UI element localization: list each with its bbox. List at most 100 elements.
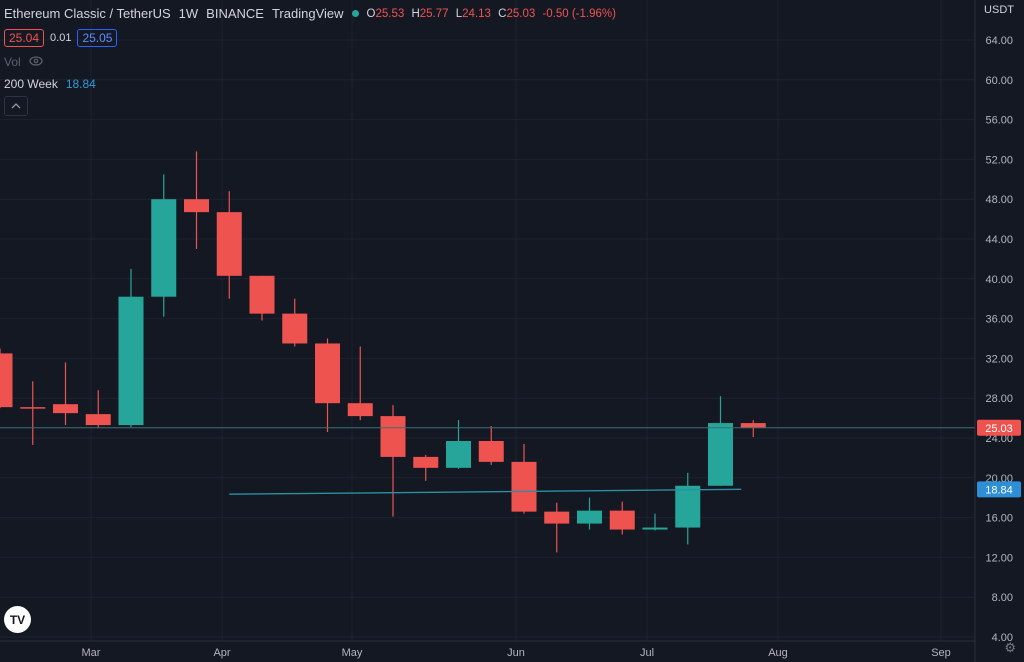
price-tick-label: 56.00 [985, 115, 1013, 127]
time-tick-label: May [342, 647, 363, 659]
price-tick-label: 24.00 [985, 433, 1013, 445]
time-tick-label: Jun [507, 647, 525, 659]
candle [249, 275, 275, 321]
candle-body [282, 313, 308, 344]
candle [675, 472, 701, 545]
spread-value: 0.01 [50, 32, 72, 44]
change-value: -0.50 (-1.96%) [542, 7, 616, 20]
candle-body [151, 199, 177, 297]
price-tick-label: 60.00 [985, 75, 1013, 87]
candle [544, 502, 570, 553]
price-tick-label: 32.00 [985, 353, 1013, 365]
ma-price-tag [977, 481, 1021, 498]
price-tick-label: 4.00 [992, 632, 1013, 644]
candle-body [249, 275, 275, 314]
volume-label[interactable]: Vol [4, 55, 21, 69]
currency-label[interactable]: USDT [984, 4, 1014, 16]
candle-body [478, 440, 504, 462]
candle-body [85, 414, 111, 426]
candle [53, 362, 78, 426]
symbol-title[interactable]: Ethereum Classic / TetherUS [4, 6, 171, 21]
price-tick-label: 16.00 [985, 513, 1013, 525]
sell-price-button[interactable]: 25.04 [4, 29, 45, 47]
open-label: O [366, 7, 376, 20]
candle [184, 151, 209, 249]
price-tick-label: 8.00 [992, 592, 1013, 604]
candle-body [740, 423, 766, 429]
chart-grid [0, 0, 975, 641]
candle-body [708, 423, 733, 486]
chevron-up-icon[interactable] [4, 96, 28, 116]
ma-price-tag-label: 18.84 [985, 484, 1013, 496]
candle [151, 174, 177, 317]
last-price-tag [977, 419, 1021, 436]
eye-icon[interactable] [29, 55, 43, 69]
candle [446, 420, 471, 469]
candle [708, 396, 733, 486]
gear-icon[interactable]: ⚙ [1004, 640, 1016, 655]
close-label: C [498, 7, 507, 20]
candle [347, 346, 373, 421]
candle [642, 513, 668, 531]
candle [282, 298, 308, 347]
source-label: TradingView [271, 6, 344, 21]
candle-body [642, 527, 668, 530]
candle-body [609, 510, 635, 530]
price-tick-label: 28.00 [985, 393, 1013, 405]
candle-body [577, 510, 602, 524]
candle-body [53, 404, 78, 414]
candle-body [380, 416, 406, 457]
last-price-tag-label: 25.03 [985, 423, 1013, 435]
ohlc-values: O25.53 H25.77 L24.13 C25.03 -0.50 (-1.96… [367, 8, 616, 20]
candle-body [184, 199, 209, 213]
moving-average-layer [229, 488, 742, 495]
candle [315, 338, 340, 433]
high-value: 25.77 [419, 7, 449, 20]
candle [380, 405, 406, 517]
exchange-label: BINANCE [206, 6, 264, 21]
candle [20, 381, 46, 445]
time-tick-label: Sep [931, 647, 951, 659]
ma-label[interactable]: 200 Week [4, 77, 58, 91]
time-tick-label: Aug [768, 647, 788, 659]
price-tick-label: 36.00 [985, 314, 1013, 326]
candle [85, 390, 111, 429]
price-tick-label: 44.00 [985, 234, 1013, 246]
candle-body [20, 407, 46, 409]
legend-header: Ethereum Classic / TetherUS 1W BINANCE T… [4, 6, 616, 21]
candle-body [118, 296, 144, 426]
price-tick-label: 64.00 [985, 35, 1013, 47]
candle-body [544, 511, 570, 524]
candle-body [347, 403, 373, 417]
high-label: H [411, 7, 420, 20]
low-label: L [455, 7, 463, 20]
price-tick-label: 12.00 [985, 552, 1013, 564]
candle-body [511, 461, 537, 512]
interval-label[interactable]: 1W [178, 6, 199, 21]
market-status-icon [351, 10, 359, 17]
price-axis-background [975, 0, 1024, 662]
candle-body [315, 343, 340, 404]
price-axis: 4.008.0012.0016.0020.0024.0028.0032.0036… [974, 0, 1024, 662]
buy-price-button[interactable]: 25.05 [77, 29, 118, 47]
close-value: 25.03 [506, 7, 536, 20]
candle [740, 420, 766, 438]
ma-line [229, 488, 742, 495]
candle [511, 443, 537, 514]
time-tick-label: Apr [213, 647, 230, 659]
candle [0, 348, 13, 409]
volume-indicator-row: Vol [4, 55, 43, 69]
price-tick-label: 48.00 [985, 194, 1013, 206]
candle-body [0, 353, 13, 408]
time-axis: Mar Apr May Jun Jul Aug Sep [0, 640, 975, 659]
bid-ask-row: 25.04 0.01 25.05 [4, 29, 118, 47]
price-tick-label: 52.00 [985, 154, 1013, 166]
time-tick-label: Jul [640, 647, 654, 659]
candle [478, 426, 504, 465]
tradingview-logo[interactable]: TV [4, 606, 31, 633]
open-value: 25.53 [375, 7, 405, 20]
ma-value: 18.84 [65, 77, 96, 91]
candle-body [675, 485, 701, 528]
candles [0, 151, 766, 553]
